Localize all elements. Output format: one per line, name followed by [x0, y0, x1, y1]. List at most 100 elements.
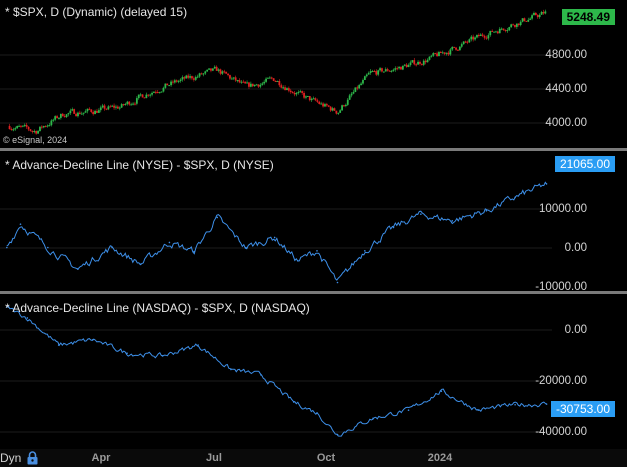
candle-body: [523, 18, 526, 21]
candle-body: [80, 113, 83, 115]
candle-body: [369, 71, 372, 73]
candle-body: [462, 41, 465, 45]
candle-body: [151, 92, 153, 95]
candle-body: [29, 129, 32, 131]
candle-body: [244, 81, 247, 84]
ad-data-point: [392, 226, 395, 229]
candle-body: [515, 23, 518, 27]
ad-data-point: [26, 317, 29, 319]
candle-body: [305, 96, 307, 98]
candle-body: [512, 24, 514, 26]
candle-body: [519, 21, 522, 26]
candle-body: [293, 92, 296, 95]
candle-body: [240, 81, 243, 83]
candle-body: [295, 92, 298, 95]
candle-body: [261, 83, 264, 85]
candle-body: [320, 103, 323, 105]
candle-body: [147, 94, 150, 96]
candle-body: [40, 126, 43, 128]
candle-body: [407, 64, 410, 68]
candle-body: [489, 30, 492, 36]
candle-body: [430, 55, 433, 57]
candle-body: [183, 77, 186, 79]
ad-data-point: [197, 344, 199, 346]
candle-body: [534, 12, 537, 15]
ad-data-point: [6, 246, 8, 249]
candle-body: [498, 28, 501, 34]
candle-body: [27, 126, 30, 130]
candle-body: [94, 110, 96, 115]
time-axis[interactable]: [0, 449, 627, 467]
ad-data-point: [336, 281, 339, 284]
candle-body: [289, 90, 292, 93]
candle-body: [436, 53, 438, 57]
candle-body: [439, 52, 442, 54]
nyse-ad-pane[interactable]: * Advance-Decline Line (NYSE) - $SPX, D …: [0, 151, 627, 293]
candle-body: [280, 85, 283, 88]
candle-body: [253, 84, 256, 87]
candle-body: [33, 131, 36, 133]
candle-body: [107, 106, 110, 110]
candle-body: [219, 69, 222, 74]
candle-body: [291, 92, 294, 94]
candle-body: [59, 113, 62, 118]
spx-price-pane[interactable]: * $SPX, D (Dynamic) (delayed 15) © eSign…: [0, 0, 627, 148]
candle-body: [381, 68, 383, 72]
pane-divider[interactable]: [0, 148, 627, 151]
candle-body: [398, 66, 400, 69]
candle-body: [420, 63, 423, 65]
candle-body: [191, 76, 193, 79]
candle-body: [341, 105, 343, 111]
candle-body: [265, 78, 267, 82]
candle-body: [10, 128, 13, 130]
candle-body: [14, 128, 17, 130]
x-tick-label: Jul: [206, 452, 222, 464]
nasdaq-ad-pane[interactable]: * Advance-Decline Line (NASDAQ) - $SPX, …: [0, 294, 627, 449]
ad-data-point: [260, 374, 262, 376]
pane-divider[interactable]: [0, 291, 627, 294]
candle-body: [495, 31, 497, 33]
candle-body: [348, 95, 351, 100]
candle-body: [542, 12, 545, 14]
candle-body: [221, 71, 224, 74]
candle-body: [21, 125, 24, 127]
candle-body: [426, 59, 429, 63]
candle-body: [255, 84, 258, 86]
padlock-icon[interactable]: [26, 451, 39, 465]
candle-body: [12, 129, 15, 131]
candle-body: [415, 64, 418, 66]
candle-body: [413, 60, 416, 65]
dynamic-mode-label[interactable]: Dyn: [0, 451, 22, 465]
candle-body: [428, 56, 431, 60]
ad-data-point: [19, 223, 22, 225]
candle-body: [259, 84, 262, 87]
candle-body: [458, 46, 461, 51]
nasdaq-pane-title: * Advance-Decline Line (NASDAQ) - $SPX, …: [5, 301, 310, 315]
candle-body: [202, 73, 205, 75]
candle-body: [204, 71, 207, 74]
candle-body: [267, 77, 269, 79]
candle-body: [187, 75, 190, 78]
candle-body: [447, 52, 450, 55]
candle-body: [483, 35, 486, 38]
candle-body: [286, 88, 288, 91]
candle-body: [35, 131, 38, 134]
candle-body: [65, 114, 68, 118]
candle-body: [318, 101, 321, 104]
candle-body: [496, 31, 499, 34]
candle-body: [170, 81, 172, 86]
candle-body: [390, 70, 393, 72]
ad-data-point: [168, 241, 171, 244]
candle-body: [306, 95, 309, 97]
candle-body: [432, 53, 435, 56]
candle-body: [333, 108, 336, 111]
nasdaq-y-tick: -40000.00: [535, 426, 587, 438]
candle-body: [424, 60, 427, 63]
candle-body: [449, 49, 452, 55]
candle-body: [118, 107, 121, 109]
ad-data-point: [111, 246, 113, 249]
ad-data-point: [57, 344, 60, 346]
candle-body: [56, 116, 58, 119]
candle-body: [97, 110, 100, 113]
candle-body: [215, 66, 218, 71]
